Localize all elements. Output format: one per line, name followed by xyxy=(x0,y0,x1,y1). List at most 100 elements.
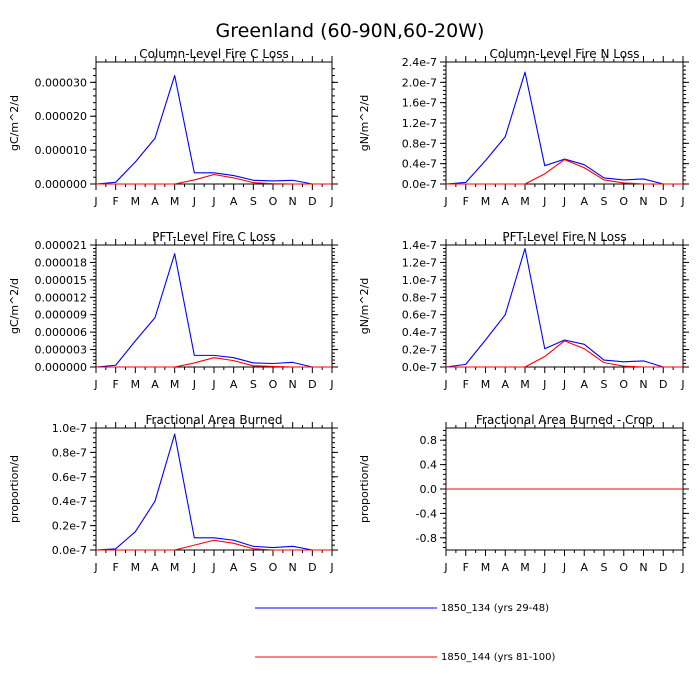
x-tick-label: A xyxy=(151,195,159,208)
x-tick-label: O xyxy=(269,195,278,208)
x-tick-label: J xyxy=(192,195,196,208)
x-tick-label: J xyxy=(562,378,566,391)
x-tick-label: D xyxy=(308,561,316,574)
x-tick-label: M xyxy=(170,195,180,208)
y-tick-label: 1.0e-7 xyxy=(402,274,437,287)
legend-label-series-2: 1850_144 (yrs 81-100) xyxy=(441,652,555,663)
series-line-2 xyxy=(446,340,683,368)
x-tick-label: O xyxy=(619,195,628,208)
series-line-2 xyxy=(96,173,332,185)
x-tick-label: F xyxy=(463,378,469,391)
plot-frame xyxy=(445,244,684,368)
y-tick-label: 1.2e-7 xyxy=(402,256,437,269)
y-tick-label: 1.4e-7 xyxy=(402,239,437,252)
y-axis-label: proportion/d xyxy=(8,455,21,523)
y-tick-label: 1.2e-7 xyxy=(402,117,437,130)
panel-title: PFT-Level Fire C Loss xyxy=(152,230,276,244)
x-tick-label: S xyxy=(601,195,608,208)
panel-title: Fractional Area Burned - Crop xyxy=(476,413,653,427)
y-tick-label: 0.000020 xyxy=(35,110,88,123)
y-tick-label: 0.000000 xyxy=(35,178,88,191)
x-tick-label: M xyxy=(131,378,141,391)
x-tick-label: J xyxy=(192,378,196,391)
x-tick-label: J xyxy=(93,378,97,391)
x-tick-label: M xyxy=(520,378,530,391)
y-tick-label: 0.000006 xyxy=(35,326,88,339)
x-tick-label: D xyxy=(308,378,316,391)
x-tick-label: A xyxy=(580,195,588,208)
y-axis-label: proportion/d xyxy=(358,455,371,523)
x-tick-label: J xyxy=(211,195,215,208)
x-tick-label: M xyxy=(481,195,491,208)
x-tick-label: F xyxy=(113,195,119,208)
x-tick-label: S xyxy=(601,378,608,391)
x-tick-label: A xyxy=(580,378,588,391)
y-axis-label: gN/m^2/d xyxy=(358,278,371,335)
y-tick-label: 0.4e-7 xyxy=(402,158,437,171)
x-tick-label: N xyxy=(289,378,297,391)
x-tick-label: M xyxy=(481,561,491,574)
x-tick-label: J xyxy=(329,378,333,391)
x-tick-label: M xyxy=(170,378,180,391)
x-tick-label: A xyxy=(151,561,159,574)
panel-title: Column-Level Fire N Loss xyxy=(489,47,639,61)
series-line-1 xyxy=(95,75,332,185)
x-tick-label: J xyxy=(329,561,333,574)
y-tick-label: 0.2e-7 xyxy=(402,344,437,357)
series-line-2 xyxy=(96,539,332,551)
y-tick-label: 0.4e-7 xyxy=(402,326,437,339)
x-tick-label: N xyxy=(289,561,297,574)
y-tick-label: 0.000000 xyxy=(35,361,88,374)
x-tick-label: O xyxy=(269,378,278,391)
series-line-1 xyxy=(95,253,332,368)
panel-title: PFT-Level Fire N Loss xyxy=(502,230,626,244)
x-tick-label: J xyxy=(329,195,333,208)
y-tick-label: 0.000018 xyxy=(35,256,88,269)
x-tick-label: A xyxy=(501,378,509,391)
x-tick-label: F xyxy=(463,561,469,574)
x-tick-label: J xyxy=(542,378,546,391)
y-tick-label: 0.4e-7 xyxy=(52,495,87,508)
x-tick-label: A xyxy=(230,561,238,574)
x-tick-label: M xyxy=(131,195,141,208)
x-tick-label: D xyxy=(659,561,667,574)
x-tick-label: J xyxy=(680,378,684,391)
y-tick-label: 0.000012 xyxy=(35,291,88,304)
x-tick-label: A xyxy=(151,378,159,391)
y-tick-label: 0.6e-7 xyxy=(402,309,437,322)
y-tick-label: -0.8 xyxy=(416,532,437,545)
x-tick-label: J xyxy=(93,561,97,574)
x-tick-label: M xyxy=(520,561,530,574)
x-tick-label: S xyxy=(250,195,257,208)
y-tick-label: 0.000010 xyxy=(35,144,88,157)
x-tick-label: A xyxy=(501,561,509,574)
x-tick-label: A xyxy=(230,195,238,208)
y-tick-label: 0.000009 xyxy=(35,309,88,322)
y-tick-label: 0.000021 xyxy=(35,239,88,252)
y-tick-label: 0.000003 xyxy=(35,344,88,357)
x-tick-label: J xyxy=(443,378,447,391)
x-tick-label: A xyxy=(230,378,238,391)
y-tick-label: 0.8e-7 xyxy=(402,137,437,150)
x-tick-label: S xyxy=(250,378,257,391)
x-tick-label: O xyxy=(269,561,278,574)
legend-label-series-1: 1850_134 (yrs 29-48) xyxy=(441,603,549,614)
x-tick-label: N xyxy=(639,378,647,391)
y-tick-label: 0.0e-7 xyxy=(402,361,437,374)
y-tick-label: 0.8 xyxy=(420,434,438,447)
y-tick-label: 0.6e-7 xyxy=(52,471,87,484)
y-tick-label: 0.4 xyxy=(420,459,438,472)
plot-frame xyxy=(95,427,333,551)
y-axis-label: gN/m^2/d xyxy=(358,95,371,152)
x-tick-label: S xyxy=(250,561,257,574)
x-tick-label: J xyxy=(680,561,684,574)
y-tick-label: -0.4 xyxy=(416,507,437,520)
x-tick-label: J xyxy=(443,561,447,574)
legend: 1850_134 (yrs 29-48) 1850_144 (yrs 81-10… xyxy=(255,603,555,663)
x-tick-label: J xyxy=(562,561,566,574)
x-tick-label: A xyxy=(580,561,588,574)
